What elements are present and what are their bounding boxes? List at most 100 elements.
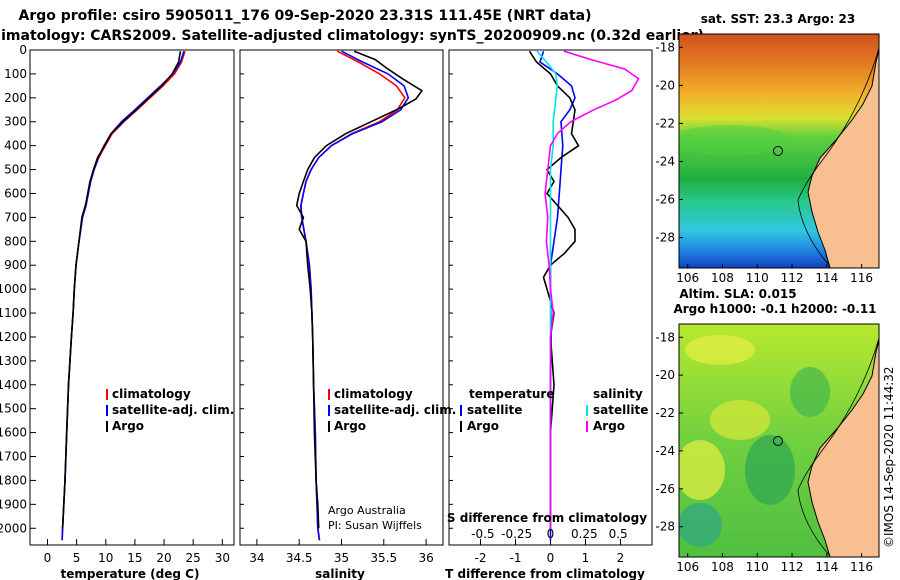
legend-label-argo: Argo (334, 419, 366, 433)
legend-label-satellite: satellite-adj. clim. (112, 403, 234, 417)
imos-credit: ©IMOS 14-Sep-2020 11:44:32 (882, 366, 896, 548)
x-tick-label: 10 (98, 551, 113, 565)
difference-legend: temperature satellite Argo salinity sate… (460, 387, 648, 433)
map-lat-label: -18 (655, 330, 675, 344)
x-tick-label: 0 (547, 551, 555, 565)
x-tick-label: 34.5 (286, 551, 313, 565)
depth-tick-label: 600 (4, 186, 27, 200)
attribution-line-2: PI: Susan Wijffels (328, 519, 422, 532)
title-line-2: Climatology: CARS2009. Satellite-adjuste… (0, 28, 704, 44)
depth-tick-label: 2000 (0, 521, 27, 535)
legend-label-t-argo: Argo (467, 419, 499, 433)
depth-tick-label: 1300 (0, 354, 27, 368)
map-lon-label: 110 (746, 271, 769, 285)
x-tick-label: 15 (127, 551, 142, 565)
series-line-argo (61, 51, 182, 529)
legend-label-climatology: climatology (112, 387, 191, 401)
land (808, 324, 879, 557)
depth-tick-label: 200 (4, 91, 27, 105)
x-tick-label: 34 (249, 551, 264, 565)
map-lon-label: 110 (746, 560, 769, 574)
sla-dark-patch (790, 367, 830, 417)
sla-yellow-patch (679, 440, 725, 500)
sla-map (679, 324, 879, 557)
temperature-panel (29, 49, 235, 546)
s-x-tick-label: -0.5 (471, 527, 494, 541)
x-tick-label: 35.5 (370, 551, 397, 565)
x-tick-label: 2 (617, 551, 625, 565)
sla-map-title: Altim. SLA: 0.015 (679, 287, 796, 301)
s-difference-xlabel: S difference from climatology (447, 511, 647, 525)
map-lon-label: 106 (676, 271, 699, 285)
map-lon-label: 108 (711, 271, 734, 285)
map-lat-label: -28 (655, 231, 675, 245)
x-tick-label: 35 (334, 551, 349, 565)
coastline (807, 34, 879, 268)
map-lon-label: 106 (676, 560, 699, 574)
sst-map-frame (678, 33, 880, 269)
s-x-tick-label: -0.25 (501, 527, 532, 541)
salinity-panel (239, 49, 444, 546)
bathymetry-contour (797, 337, 879, 557)
map-lat-label: -26 (655, 193, 675, 207)
depth-tick-label: 1400 (0, 378, 27, 392)
depth-tick-label: 800 (4, 234, 27, 248)
salinity-xlabel: salinity (315, 567, 365, 580)
series-line-t-argo (528, 50, 580, 529)
temperature-xlabel: temperature (deg C) (61, 567, 200, 580)
x-tick-label: 20 (156, 551, 171, 565)
depth-tick-label: 700 (4, 210, 27, 224)
map-lat-label: -20 (655, 78, 675, 92)
sla-map-subtitle: Argo h1000: -0.1 h2000: -0.11 (673, 302, 876, 316)
map-lon-label: 114 (815, 271, 838, 285)
depth-tick-label: 0 (19, 43, 27, 57)
float-position-marker (773, 436, 783, 446)
sst-map-title: sat. SST: 23.3 Argo: 23 (701, 12, 855, 26)
legend-label-argo: Argo (112, 419, 144, 433)
depth-tick-label: 1500 (0, 402, 27, 416)
x-tick-label: -1 (510, 551, 522, 565)
map-lat-label: -24 (655, 444, 675, 458)
title-line-1: Argo profile: csiro 5905011_176 09-Sep-2… (19, 8, 592, 24)
series-line-satellite-adj-clim- (300, 50, 410, 541)
series-line-t-satellite (539, 50, 576, 541)
depth-tick-label: 300 (4, 115, 27, 129)
legend-label-s-argo: Argo (593, 419, 625, 433)
sla-yellow-patch (685, 335, 755, 365)
float-position-marker (773, 146, 783, 156)
map-lon-label: 112 (781, 271, 804, 285)
map-lat-label: -20 (655, 368, 675, 382)
bathymetry-contour (797, 47, 879, 267)
depth-tick-label: 1100 (0, 306, 27, 320)
x-tick-label: 25 (186, 551, 201, 565)
depth-tick-label: 1700 (0, 450, 27, 464)
sst-green-patch (679, 125, 790, 155)
series-line-climatology (61, 50, 186, 541)
map-lon-label: 114 (815, 560, 838, 574)
depth-tick-label: 100 (4, 67, 27, 81)
sla-yellow-patch (710, 400, 770, 440)
sst-map (679, 34, 879, 268)
s-x-tick-label: 0.25 (571, 527, 598, 541)
land (808, 34, 879, 268)
depth-tick-label: 1000 (0, 282, 27, 296)
legend-label-climatology: climatology (334, 387, 413, 401)
x-tick-label: -2 (475, 551, 487, 565)
map-lat-label: -26 (655, 482, 675, 496)
coastline (807, 324, 879, 557)
map-lon-label: 116 (850, 271, 873, 285)
s-x-tick-label: 0 (547, 527, 555, 541)
salinity-legend: climatology satellite-adj. clim. Argo (328, 387, 456, 433)
temperature-legend: climatology satellite-adj. clim. Argo (106, 387, 234, 433)
map-lat-label: -24 (655, 154, 675, 168)
map-lat-label: -28 (655, 520, 675, 534)
depth-tick-label: 1600 (0, 426, 27, 440)
map-lat-label: -22 (655, 116, 675, 130)
s-x-tick-label: 0.5 (609, 527, 628, 541)
series-line-s-argo (544, 50, 640, 529)
attribution-line-1: Argo Australia (328, 504, 406, 517)
map-axes: 106 108 110 112 114 116 -18 -20 -22 -24 -26 -28 106 1… (655, 40, 873, 574)
sla-dark-patch (679, 503, 722, 547)
map-lat-label: -22 (655, 406, 675, 420)
